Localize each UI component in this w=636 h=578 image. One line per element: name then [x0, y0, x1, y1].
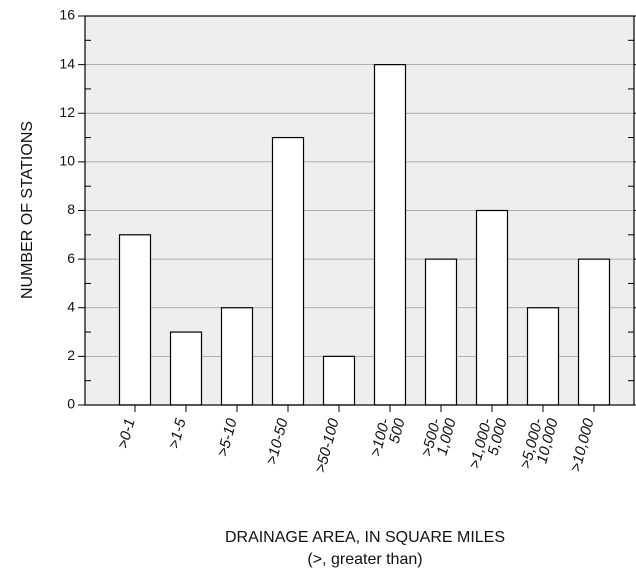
x-tick-label: >50-100	[312, 416, 343, 475]
x-tick-label: 500	[386, 416, 409, 445]
y-tick-label: 2	[67, 347, 75, 363]
plot-frame	[84, 15, 635, 406]
x-tick-label: >5-10	[214, 416, 241, 458]
bar	[424, 258, 458, 406]
y-tick-label: 10	[59, 153, 75, 169]
bar	[169, 331, 203, 406]
bar	[271, 136, 305, 406]
bar	[373, 64, 407, 406]
y-tick-label: 6	[67, 250, 75, 266]
bar	[526, 307, 560, 406]
y-tick-label: 8	[67, 201, 75, 217]
y-tick-label: 0	[67, 396, 75, 412]
bar	[220, 307, 254, 406]
bar	[322, 355, 356, 406]
bar	[475, 209, 509, 406]
y-axis-label: NUMBER OF STATIONS	[19, 121, 36, 299]
y-tick-label: 12	[59, 104, 75, 120]
y-tick-label: 16	[59, 7, 75, 23]
x-tick-label: >1-5	[165, 416, 189, 450]
x-axis-label: DRAINAGE AREA, IN SQUARE MILES	[225, 529, 505, 546]
bar	[118, 234, 152, 406]
y-tick-label: 4	[67, 298, 75, 314]
bar	[577, 258, 611, 406]
x-tick-label: >10,000	[567, 416, 598, 474]
x-axis-note: (>, greater than)	[307, 551, 422, 568]
x-tick-label: >10-50	[263, 416, 292, 467]
x-tick-label: >0-1	[114, 417, 138, 451]
y-tick-label: 14	[59, 55, 75, 71]
